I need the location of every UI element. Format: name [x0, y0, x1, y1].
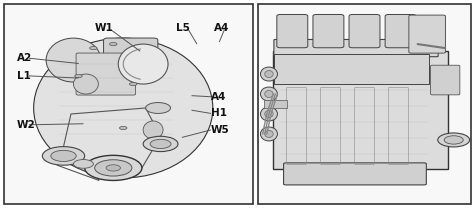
- Ellipse shape: [34, 38, 213, 178]
- Ellipse shape: [46, 38, 101, 82]
- FancyBboxPatch shape: [313, 15, 344, 48]
- Ellipse shape: [118, 44, 168, 84]
- Ellipse shape: [260, 67, 277, 81]
- Circle shape: [146, 103, 171, 113]
- FancyBboxPatch shape: [283, 163, 426, 185]
- Circle shape: [85, 155, 142, 181]
- Text: A2: A2: [17, 53, 32, 63]
- FancyBboxPatch shape: [274, 54, 429, 84]
- Circle shape: [75, 74, 82, 78]
- Ellipse shape: [73, 74, 99, 94]
- FancyBboxPatch shape: [4, 4, 253, 204]
- Circle shape: [42, 147, 85, 165]
- FancyBboxPatch shape: [258, 4, 471, 204]
- Text: W5: W5: [211, 125, 230, 135]
- Ellipse shape: [260, 127, 277, 141]
- Text: W2: W2: [17, 120, 36, 130]
- Text: L1: L1: [17, 71, 30, 81]
- Text: W1: W1: [95, 23, 114, 33]
- Ellipse shape: [143, 121, 163, 139]
- Circle shape: [150, 139, 171, 149]
- FancyBboxPatch shape: [430, 65, 460, 95]
- Ellipse shape: [264, 90, 273, 98]
- FancyBboxPatch shape: [277, 15, 308, 48]
- Circle shape: [129, 82, 137, 86]
- FancyBboxPatch shape: [103, 38, 158, 78]
- Circle shape: [438, 133, 470, 147]
- FancyBboxPatch shape: [274, 40, 438, 57]
- Circle shape: [95, 160, 132, 176]
- Circle shape: [51, 150, 76, 161]
- FancyBboxPatch shape: [409, 15, 446, 53]
- Ellipse shape: [264, 130, 273, 137]
- Circle shape: [119, 126, 127, 130]
- Ellipse shape: [260, 107, 277, 121]
- Circle shape: [143, 136, 178, 152]
- Circle shape: [109, 42, 117, 46]
- Text: L5: L5: [175, 23, 190, 33]
- FancyBboxPatch shape: [349, 15, 380, 48]
- Circle shape: [73, 160, 93, 168]
- FancyBboxPatch shape: [385, 15, 416, 48]
- Circle shape: [106, 165, 120, 171]
- FancyBboxPatch shape: [264, 100, 287, 108]
- FancyBboxPatch shape: [76, 53, 136, 95]
- Text: A4: A4: [211, 92, 226, 102]
- Text: A4: A4: [214, 23, 229, 33]
- Ellipse shape: [264, 110, 273, 118]
- Text: H1: H1: [211, 108, 227, 118]
- Ellipse shape: [260, 87, 277, 101]
- FancyBboxPatch shape: [273, 51, 447, 169]
- Circle shape: [90, 46, 97, 50]
- Circle shape: [444, 136, 463, 144]
- Ellipse shape: [264, 71, 273, 78]
